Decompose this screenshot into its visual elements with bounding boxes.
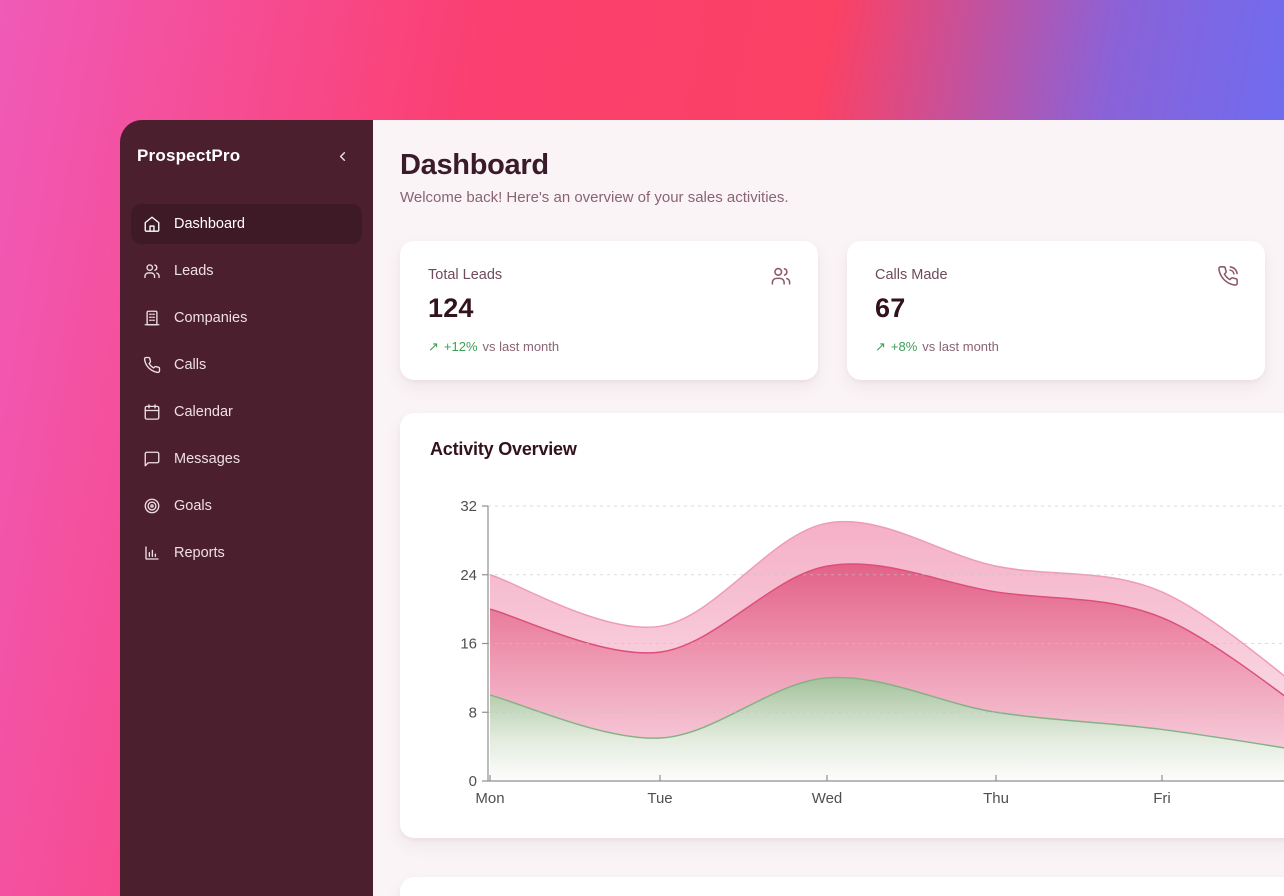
sidebar-item-calls[interactable]: Calls	[131, 345, 362, 385]
stat-card-total-leads: Total Leads 124 ↗ +12% vs last month	[400, 240, 818, 380]
trend-suffix: vs last month	[922, 339, 999, 355]
activity-overview-card: Activity Overview	[400, 412, 1284, 838]
x-axis-tick-label: Mon	[475, 790, 504, 807]
sidebar-item-dashboard[interactable]: Dashboard	[131, 204, 362, 244]
sidebar-item-label: Calendar	[174, 404, 233, 420]
x-axis-tick-label: Wed	[812, 790, 843, 807]
trend-up-arrow-icon: ↗	[428, 338, 439, 354]
x-axis-tick-label: Tue	[647, 790, 672, 807]
trend-suffix: vs last month	[482, 339, 560, 355]
sidebar-nav: Dashboard Leads Companies Calls Calendar Mess…	[131, 204, 362, 573]
sidebar: ProspectPro Dashboard Leads Companies Calls…	[120, 120, 373, 896]
building-icon	[144, 310, 160, 326]
app-window: ProspectPro Dashboard Leads Companies Calls…	[120, 120, 1284, 896]
y-axis-tick-label: 8	[469, 704, 477, 721]
users-icon	[771, 267, 791, 285]
main-content: Dashboard Welcome back! Here's an overvi…	[373, 120, 1284, 896]
sidebar-item-label: Dashboard	[174, 216, 245, 232]
users-icon	[144, 264, 160, 279]
next-section-card-clipped	[400, 876, 1284, 896]
message-icon	[144, 451, 160, 467]
trend-percent: +12%	[443, 339, 478, 355]
chart-axis-labels: 0 8 16 24 32 Mon Tue Wed Thu Fri	[460, 498, 1170, 807]
calendar-icon	[144, 404, 160, 420]
sidebar-item-label: Goals	[174, 498, 212, 514]
sidebar-item-label: Calls	[174, 357, 207, 373]
chart-area-bands	[489, 520, 1284, 781]
stat-label: Total Leads	[428, 266, 503, 283]
page-subtitle: Welcome back! Here's an overview of your…	[400, 189, 789, 207]
stat-value: 124	[428, 292, 474, 323]
bar-chart-icon	[145, 546, 159, 560]
sidebar-item-label: Companies	[174, 310, 248, 326]
stat-trend: ↗ +8% vs last month	[875, 339, 1237, 355]
stats-row: Total Leads 124 ↗ +12% vs last month Calls Ma…	[400, 240, 1284, 380]
x-axis-tick-label: Fri	[1153, 790, 1171, 807]
stat-label: Calls Made	[875, 266, 948, 283]
sidebar-item-goals[interactable]: Goals	[131, 486, 362, 526]
activity-area-chart: 0 8 16 24 32 Mon Tue Wed Thu Fri	[460, 498, 1284, 807]
y-axis-tick-label: 24	[460, 567, 477, 584]
sidebar-item-messages[interactable]: Messages	[131, 439, 362, 479]
y-axis-tick-label: 0	[469, 773, 477, 790]
sidebar-item-leads[interactable]: Leads	[131, 251, 362, 291]
phone-icon	[143, 356, 161, 374]
chart-gridlines	[488, 505, 1284, 713]
y-axis-tick-label: 16	[460, 635, 477, 652]
sidebar-item-reports[interactable]: Reports	[131, 533, 362, 573]
sidebar-collapse-button[interactable]	[332, 146, 352, 166]
sidebar-item-label: Reports	[174, 545, 225, 561]
sidebar-item-companies[interactable]: Companies	[131, 298, 362, 338]
app-logo-title: ProspectPro	[137, 146, 241, 165]
sidebar-item-label: Messages	[174, 451, 241, 467]
trend-percent: +8%	[890, 339, 918, 355]
chevron-left-icon	[339, 151, 345, 161]
sidebar-header: ProspectPro	[131, 146, 362, 166]
sidebar-item-calendar[interactable]: Calendar	[131, 392, 362, 432]
trend-up-arrow-icon: ↗	[875, 338, 886, 354]
stat-trend: ↗ +12% vs last month	[428, 339, 790, 355]
page-title: Dashboard	[400, 149, 549, 181]
x-axis-tick-label: Thu	[983, 790, 1009, 807]
home-icon	[144, 216, 160, 232]
sidebar-item-label: Leads	[174, 263, 214, 279]
phone-call-icon	[1218, 265, 1238, 286]
target-icon	[144, 498, 160, 514]
stat-card-calls-made: Calls Made 67 ↗ +8% vs last month	[847, 240, 1265, 380]
y-axis-tick-label: 32	[460, 498, 477, 515]
stat-value: 67	[875, 292, 906, 323]
chart-title: Activity Overview	[430, 438, 577, 459]
chart-axes	[482, 505, 1284, 782]
